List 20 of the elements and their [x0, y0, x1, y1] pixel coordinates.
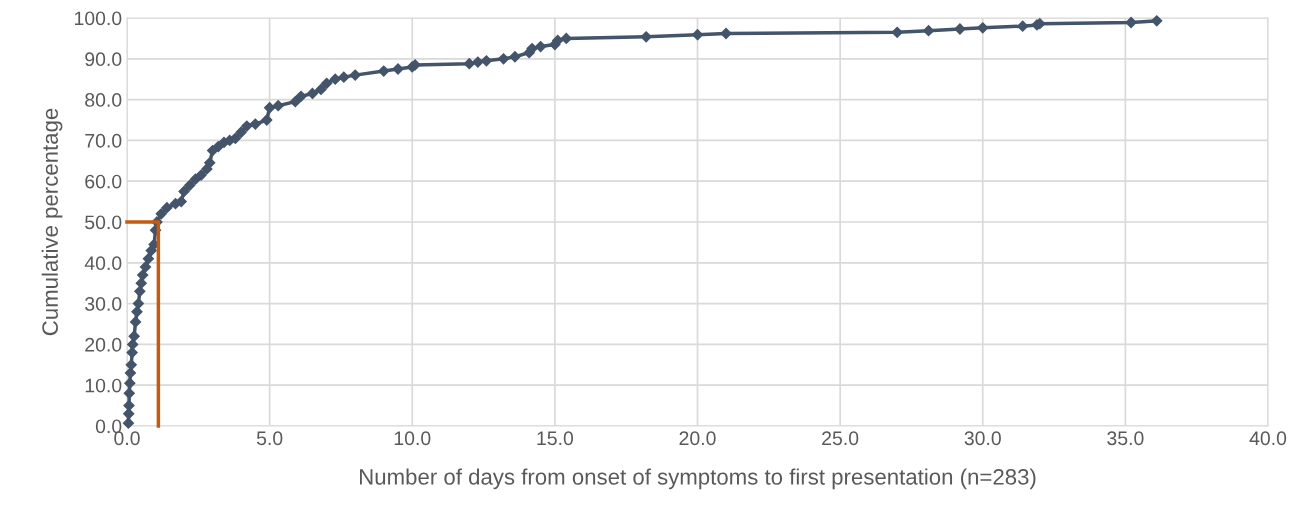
y-tick-label: 40.0 [84, 256, 122, 271]
y-tick-label: 50.0 [85, 215, 122, 230]
y-tick-label: 100.0 [74, 11, 122, 26]
x-tick-label: 25.0 [822, 431, 859, 446]
y-tick-label: 20.0 [85, 337, 122, 352]
y-tick-label: 70.0 [85, 133, 122, 148]
x-tick-label: 5.0 [256, 431, 283, 446]
y-tick-label: 10.0 [85, 378, 122, 393]
y-tick-label: 80.0 [85, 93, 122, 107]
x-tick-label: 35.0 [1107, 431, 1144, 446]
y-tick-label: 30.0 [85, 297, 122, 311]
x-tick-label: 20.0 [679, 431, 716, 446]
x-tick-label: 10.0 [394, 431, 431, 446]
x-tick-label: 40.0 [1249, 431, 1287, 446]
y-axis-title: Cumulative percentage [41, 108, 63, 336]
x-tick-label: 15.0 [537, 431, 574, 446]
x-tick-label: 30.0 [964, 431, 1001, 446]
x-axis-title: Number of days from onset of symptoms to first presentation (n=283) [360, 468, 1036, 490]
y-tick-label: 60.0 [85, 174, 122, 189]
y-tick-label: 90.0 [85, 52, 122, 67]
